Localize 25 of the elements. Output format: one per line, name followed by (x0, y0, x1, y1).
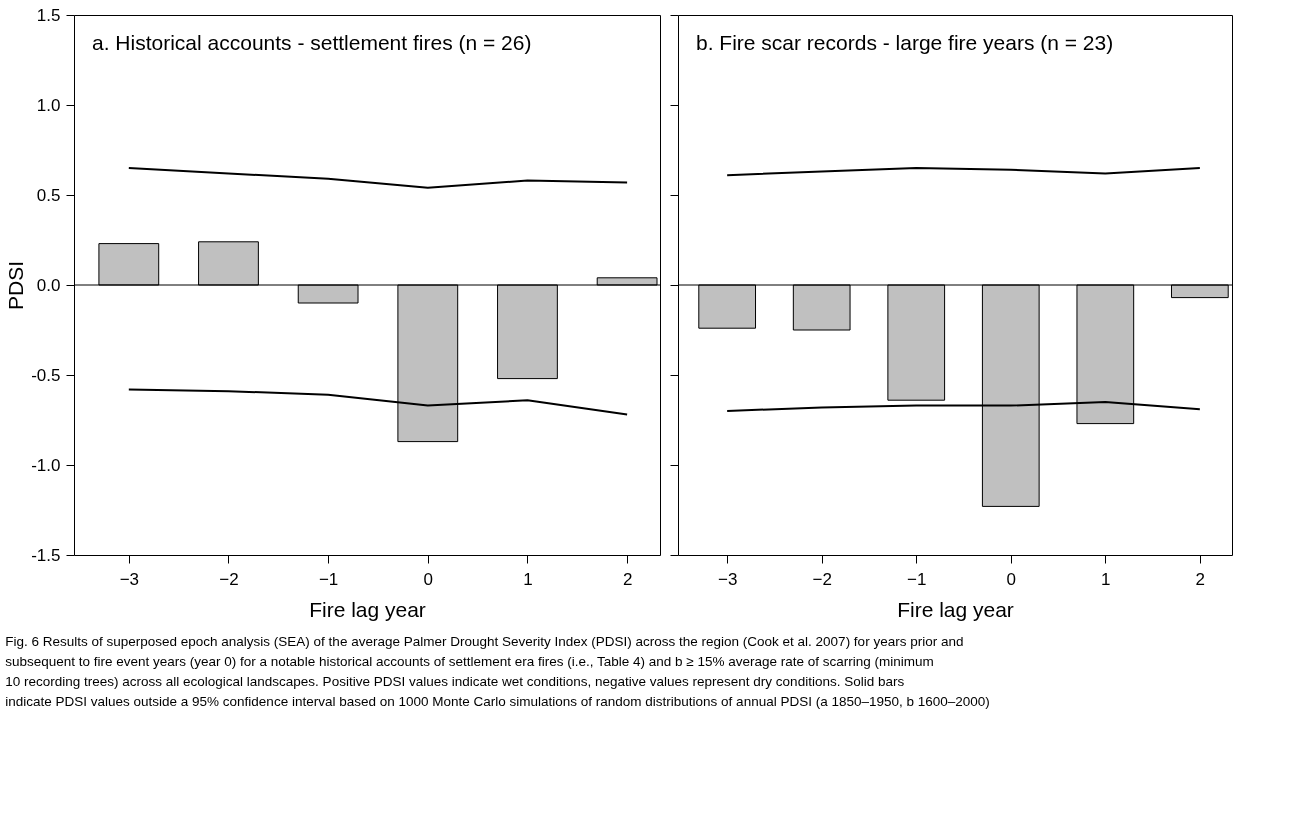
y-tick-label: -1.0 (31, 455, 61, 475)
y-axis-title: PDSI (4, 260, 28, 311)
y-tick-label: 0.0 (36, 275, 61, 295)
x-tick-label: 1 (1101, 569, 1111, 589)
x-tick-label: 1 (523, 569, 533, 589)
annotation: a. Historical accounts - settlement fires (n = 26) (92, 31, 532, 54)
caption: Fig. 6 Results of superposed epoch analysis (SEA) of the average Palmer Drought Severity Index (PDSI) across the region (Cook et al. 2007) for years prior and subsequent to fire event years (year 0) for a notable historical accounts of settlement era fires (i.e., Table 4) and b ≥ 15% average rate of scarring (minimum 10 recording trees) across all ecological landscapes. Positive PDSI values indicate wet conditions, negative values represent dry conditions. Solid bars indicate PDSI values outside a 95% confidence interval based on 1000 Monte Carlo simulations of random distributions of annual PDSI (a 1850–1950, b 1600–2000) (5, 633, 990, 709)
y-tick-label: -1.5 (31, 545, 61, 565)
x-axis-title: Fire lag year (309, 597, 426, 621)
x-tick-label: −1 (318, 569, 339, 589)
y-tick-label: 0.5 (36, 185, 61, 205)
y-tick-label: 1.0 (36, 95, 61, 115)
x-tick-label: 0 (1006, 569, 1017, 589)
x-tick-label: −2 (219, 569, 239, 589)
annotation: b. Fire scar records - large fire years (n = 23) (696, 31, 1114, 54)
x-tick-label: −3 (119, 569, 140, 589)
x-tick-label: −3 (717, 569, 738, 589)
x-tick-label: 0 (423, 569, 434, 589)
y-tick-label: 1.5 (36, 5, 61, 25)
x-tick-label: 2 (622, 569, 633, 589)
x-tick-label: −1 (907, 569, 927, 589)
x-tick-label: −2 (812, 569, 832, 589)
x-axis-title: Fire lag year (897, 597, 1014, 621)
y-tick-label: -0.5 (31, 365, 61, 385)
x-tick-label: 2 (1195, 569, 1206, 589)
